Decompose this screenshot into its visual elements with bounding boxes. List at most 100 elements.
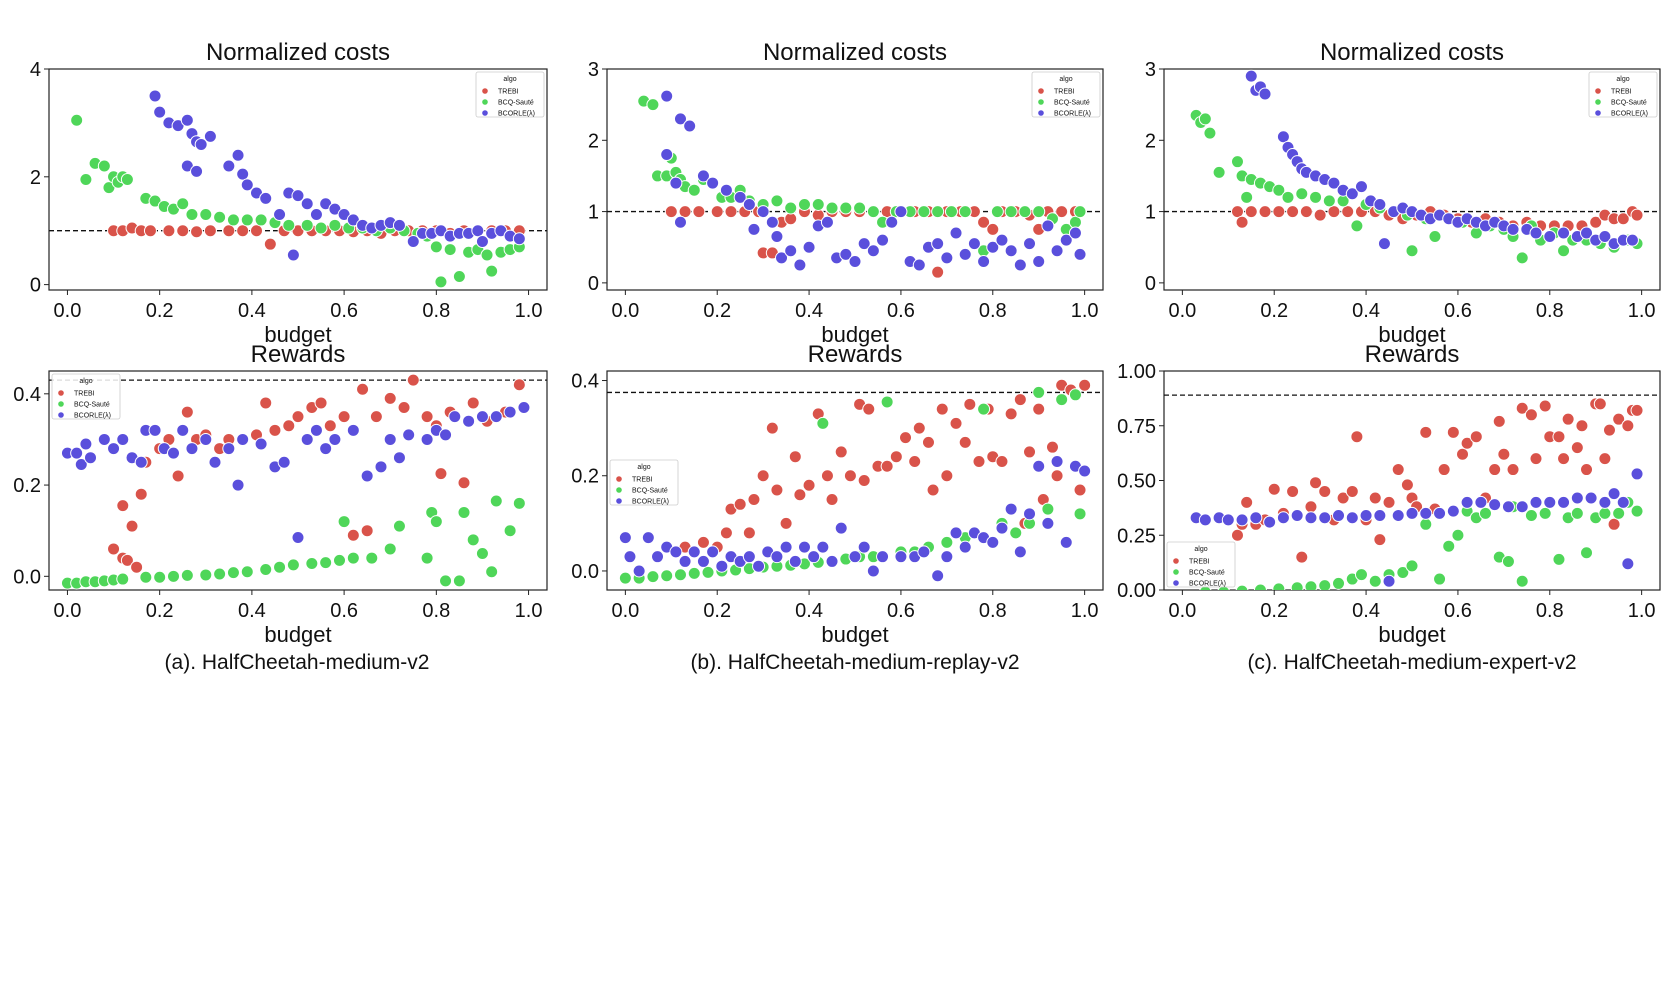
point-bcorle [1557, 226, 1571, 240]
point-bcorle [1332, 509, 1346, 523]
point-bcorle [949, 226, 963, 240]
point-bcorle [1276, 130, 1290, 144]
point-bcqsaut [687, 183, 701, 197]
point-bcorle [231, 148, 245, 162]
legend-label: BCQ-Sauté [1189, 570, 1225, 577]
point-bcorle [958, 247, 972, 261]
point-bcorle [958, 540, 972, 554]
y-tick-label: 2 [30, 167, 41, 189]
point-bcqsaut [853, 201, 867, 215]
point-bcqsaut [120, 173, 134, 186]
point-bcqsaut [439, 574, 453, 588]
y-tick-label: 0.25 [1117, 525, 1156, 547]
point-bcorle [74, 458, 88, 472]
legend-label: TREBI [1054, 89, 1075, 96]
point-trebi [1598, 452, 1612, 466]
legend-box [1166, 541, 1236, 588]
point-trebi [250, 224, 263, 238]
point-trebi [120, 553, 134, 567]
point-bcorle [1529, 226, 1543, 240]
point-trebi [397, 401, 411, 414]
point-trebi [977, 215, 991, 229]
point-bcorle [967, 237, 981, 251]
point-bcqsaut [880, 395, 894, 409]
point-bcorle [876, 550, 890, 564]
x-tick-label: 0.2 [1260, 300, 1288, 322]
point-bcqsaut [286, 558, 300, 572]
chart-c-costs: Normalized costs 0.0 0.2 0.4 0.6 0.8 1.0 0 1 2 3 bu… [1145, 39, 1661, 347]
legend-label: TREBI [1189, 559, 1210, 566]
point-trebi [958, 435, 972, 449]
point-trebi [880, 459, 894, 473]
point-trebi [1032, 402, 1046, 416]
y-tick-label: 0 [30, 275, 41, 297]
point-bcqsaut [646, 98, 660, 112]
point-trebi [770, 483, 784, 497]
point-bcorle [1616, 495, 1630, 509]
point-bcorle [392, 218, 406, 232]
point-trebi [1561, 412, 1575, 426]
point-bcorle [673, 215, 687, 229]
point-trebi [457, 476, 471, 490]
point-bcorle [986, 535, 1000, 549]
point-bcqsaut [660, 569, 674, 583]
point-trebi [949, 416, 963, 430]
x-tick-label: 1.0 [515, 600, 543, 622]
legend-marker [616, 498, 622, 504]
point-trebi [1304, 500, 1318, 514]
legend-box [51, 373, 121, 420]
point-trebi [820, 469, 834, 483]
point-trebi [889, 450, 903, 464]
point-trebi [664, 205, 678, 219]
point-bcqsaut [1235, 584, 1249, 590]
legend-label: BCORLE(λ) [74, 413, 111, 420]
point-bcorle [1050, 244, 1064, 258]
legend-marker [1038, 99, 1044, 105]
legend-marker [1173, 558, 1179, 564]
point-bcorle [475, 234, 489, 248]
point-bcorle [1598, 495, 1612, 509]
point-bcorle [788, 554, 802, 568]
legend-marker [1595, 110, 1601, 116]
point-bcorle [1249, 511, 1263, 525]
x-tick-label: 1.0 [515, 300, 543, 322]
point-bcorle [706, 176, 720, 190]
legend-marker [1038, 110, 1044, 116]
point-bcorle [632, 564, 646, 578]
point-trebi [1345, 484, 1359, 498]
point-bcorle [231, 478, 245, 492]
chart-title: Rewards [251, 341, 346, 368]
point-bcqsaut [1419, 517, 1433, 531]
point-bcorle [802, 240, 816, 254]
point-bcqsaut [825, 201, 839, 215]
point-trebi [1230, 205, 1244, 219]
chart-title: Normalized costs [763, 39, 947, 66]
point-bcorle [641, 531, 655, 545]
point-bcorle [706, 545, 720, 559]
legend: algo TREBI BCQ-Sauté BCORLE(λ) [1166, 541, 1236, 588]
legend-marker [616, 487, 622, 493]
point-bcqsaut [977, 402, 991, 416]
point-bcorle [770, 230, 784, 244]
point-bcorle [917, 545, 931, 559]
point-trebi [383, 391, 397, 405]
point-bcqsaut [1290, 581, 1304, 590]
point-bcorle [1607, 487, 1621, 501]
point-bcqsaut [259, 562, 273, 576]
point-bcqsaut [1032, 385, 1046, 399]
x-tick-label: 0.4 [238, 300, 266, 322]
point-bcqsaut [254, 213, 268, 227]
point-bcorle [1474, 495, 1488, 509]
point-trebi [912, 421, 926, 435]
point-bcqsaut [1428, 230, 1442, 244]
x-tick-label: 0.4 [238, 600, 266, 622]
caption-c: (c). HalfCheetah-medium-expert-v2 [1247, 651, 1576, 674]
point-bcorle [1059, 535, 1073, 549]
data-points [60, 373, 531, 590]
point-bcorle [1023, 237, 1037, 251]
point-bcorle [1073, 247, 1087, 261]
point-bcqsaut [319, 556, 333, 570]
point-trebi [825, 493, 839, 507]
point-bcqsaut [839, 201, 853, 215]
point-bcorle [1004, 244, 1018, 258]
